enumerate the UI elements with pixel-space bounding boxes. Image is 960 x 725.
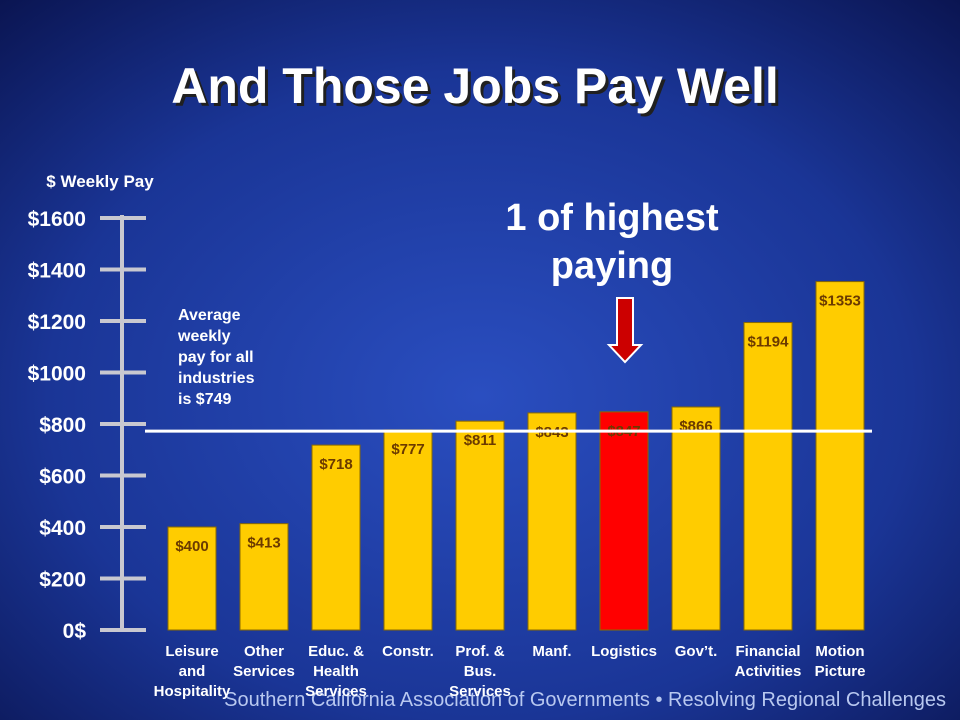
y-tick-label: $800 [39, 414, 86, 437]
y-tick-label: 0$ [63, 620, 87, 643]
bar [311, 444, 361, 631]
y-tick-label: $1400 [28, 260, 86, 283]
x-tick-label: Gov’t. [675, 643, 718, 660]
y-tick-label: $1600 [28, 208, 86, 231]
value-label: $413 [247, 535, 280, 552]
footer: Southern California Association of Gover… [224, 689, 946, 711]
bar [455, 420, 505, 631]
title-shadow: And Those Jobs Pay Well [174, 61, 782, 117]
value-label: $718 [319, 456, 352, 473]
value-label: $1353 [819, 293, 861, 310]
bar [383, 429, 433, 631]
x-tick-label: Manf. [532, 643, 571, 660]
y-axis-label: $ Weekly Pay [46, 172, 154, 191]
callout: 1 of highest paying [505, 197, 719, 287]
value-label: $400 [175, 538, 208, 555]
y-tick-label: $200 [39, 569, 86, 592]
bar [671, 406, 721, 631]
callout-arrow [606, 297, 644, 364]
bar [599, 411, 649, 631]
bar [815, 281, 865, 631]
bar [743, 322, 793, 631]
y-tick-label: $1200 [28, 311, 86, 334]
x-tick-label: Financial Activities [735, 643, 802, 680]
average-annotation: Average weekly pay for all industries is $74… [177, 307, 255, 408]
x-tick-label: Prof. & Bus. Services [449, 643, 511, 700]
y-tick-label: $600 [39, 466, 86, 489]
chart-title: And Those Jobs Pay Well [171, 58, 779, 114]
x-tick-label: Leisure and Hospitality [154, 643, 231, 700]
bar [239, 523, 289, 631]
x-tick-label: Logistics [591, 643, 657, 660]
value-label: $1194 [748, 334, 790, 351]
x-tick-label: Constr. [382, 643, 434, 660]
bar [167, 526, 217, 631]
value-label: $777 [391, 441, 424, 458]
x-tick-label: Motion Picture [815, 643, 866, 680]
x-tick-label: Educ. & Health Services [305, 643, 367, 700]
bar [527, 412, 577, 631]
y-tick-label: $400 [39, 517, 86, 540]
x-tick-label: Other Services [233, 643, 295, 680]
value-label: $811 [464, 432, 497, 449]
y-tick-label: $1000 [28, 363, 86, 386]
